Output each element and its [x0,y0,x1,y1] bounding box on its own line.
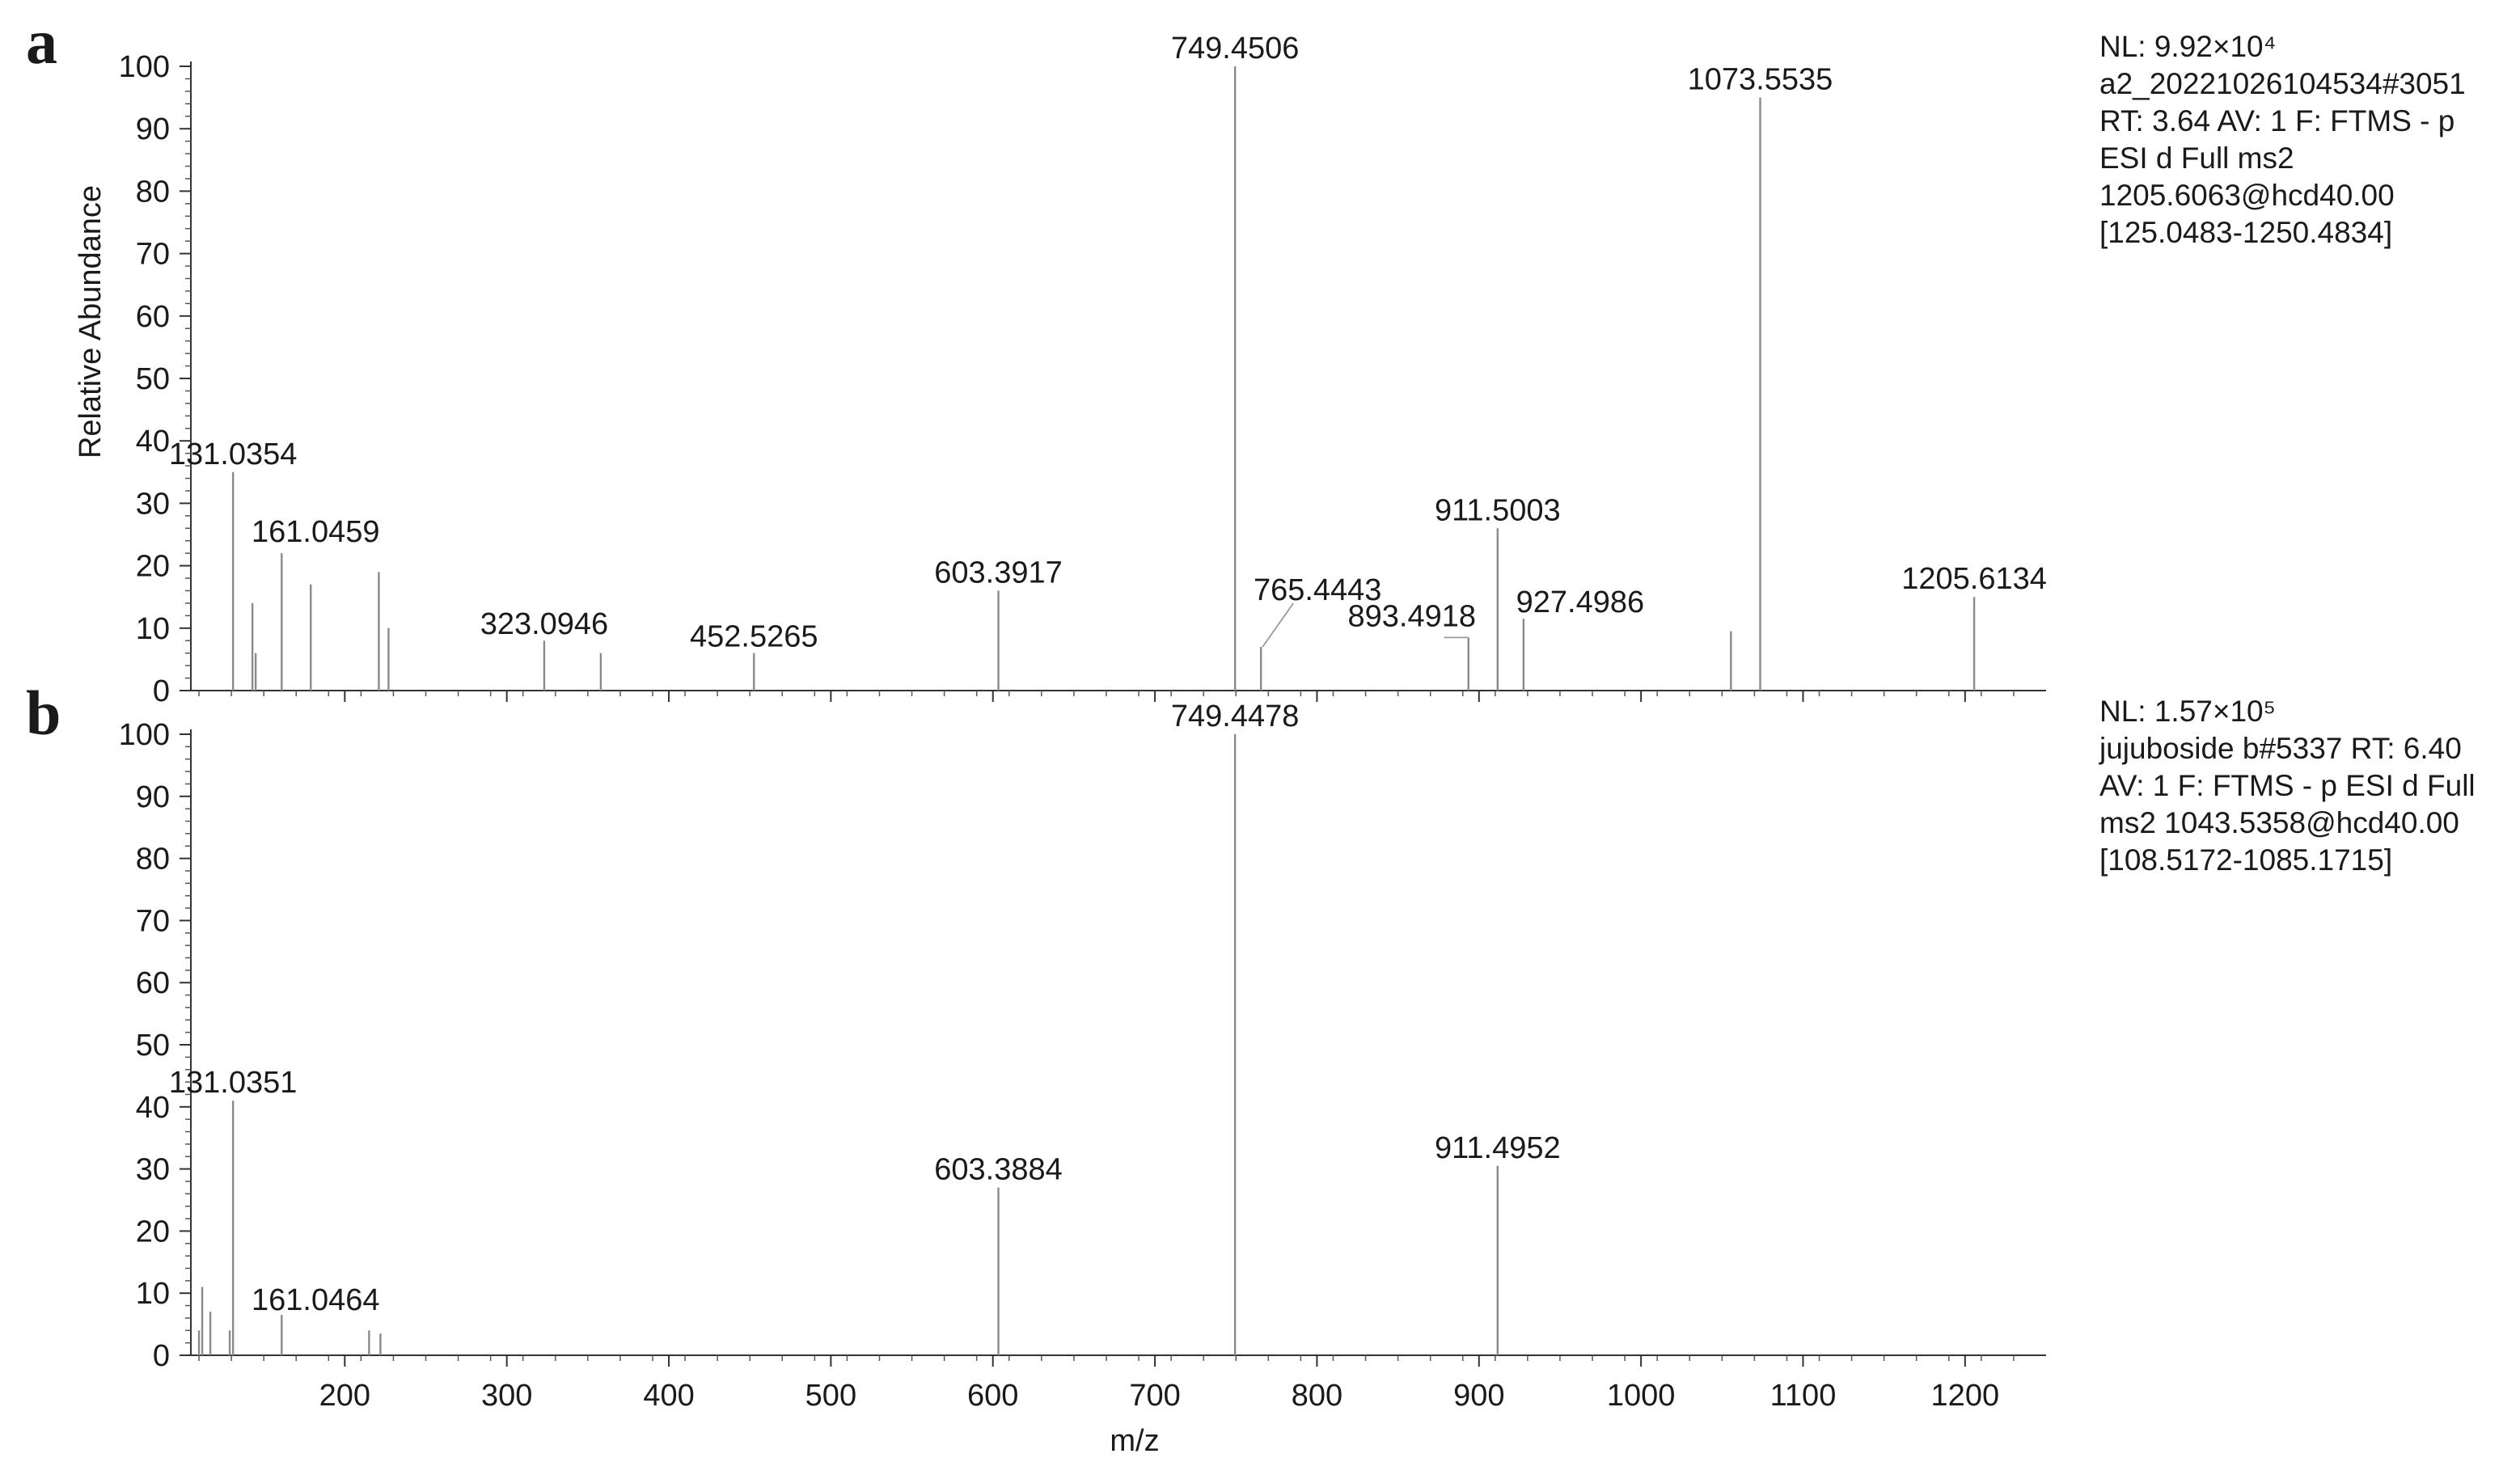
y-tick-label: 50 [136,1029,170,1063]
y-tick-label: 10 [136,612,170,646]
x-tick-label: 1100 [1770,1379,1837,1413]
y-tick-label: 20 [136,550,170,584]
x-tick-label: 800 [1292,1379,1342,1413]
peak-label: 452.5265 [690,620,818,654]
peak-label: 323.0946 [480,607,609,641]
y-tick-label: 0 [153,674,170,708]
panel-letter-b: b [26,678,61,748]
y-tick-label: 40 [136,1091,170,1125]
info-line: [125.0483-1250.4834] [2099,216,2392,249]
info-line: [108.5172-1085.1715] [2099,843,2392,877]
info-line: jujuboside b#5337 RT: 6.40 [2099,732,2462,765]
peak-label: 131.0351 [169,1066,298,1100]
peak-label: 1205.6134 [1901,562,2047,596]
y-tick-label: 60 [136,966,170,1000]
peak-label: 161.0459 [252,515,380,549]
x-tick-label: 500 [805,1379,856,1413]
y-tick-label: 50 [136,362,170,396]
peak-label: 603.3884 [934,1153,1063,1187]
y-tick-label: 30 [136,1153,170,1187]
peak-label: 911.5003 [1435,493,1561,527]
y-tick-label: 0 [153,1339,170,1373]
x-tick-label: 400 [643,1379,694,1413]
y-tick-label: 90 [136,780,170,814]
y-tick-label: 70 [136,238,170,272]
y-tick-label: 100 [119,50,170,84]
peak-label: 603.3917 [934,556,1063,589]
y-tick-label: 10 [136,1277,170,1311]
y-tick-label: 60 [136,300,170,334]
x-tick-label: 900 [1453,1379,1504,1413]
y-tick-label: 30 [136,487,170,521]
peak-label: 911.4952 [1435,1131,1561,1165]
peak-label: 1073.5535 [1688,63,1833,97]
peak-label: 749.4506 [1171,32,1300,65]
peak-label: 749.4478 [1171,699,1300,733]
info-line: AV: 1 F: FTMS - p ESI d Full [2099,769,2476,802]
peak-label: 131.0354 [169,437,298,471]
y-axis-title: Relative Abundance [74,185,108,458]
peak-label: 765.4443 [1254,573,1382,607]
y-tick-label: 20 [136,1215,170,1249]
x-tick-label: 600 [967,1379,1018,1413]
x-tick-label: 700 [1129,1379,1180,1413]
label-leader [1262,602,1294,648]
y-tick-label: 100 [119,718,170,752]
peak-label: 161.0464 [252,1283,380,1317]
panel-letter-a: a [26,6,57,77]
y-tick-label: 90 [136,112,170,146]
x-tick-label: 1200 [1931,1379,2000,1413]
info-line: ms2 1043.5358@hcd40.00 [2099,806,2459,839]
info-line: NL: 9.92×10⁴ [2099,30,2277,63]
y-tick-label: 70 [136,904,170,938]
info-line: ESI d Full ms2 [2099,142,2294,175]
peak-label: 893.4918 [1347,599,1476,633]
y-tick-label: 80 [136,843,170,877]
info-line: RT: 3.64 AV: 1 F: FTMS - p [2099,104,2454,137]
x-tick-label: 300 [481,1379,532,1413]
info-line: NL: 1.57×10⁵ [2099,695,2276,728]
y-tick-label: 80 [136,175,170,209]
x-axis-title: m/z [1110,1424,1159,1458]
x-tick-label: 1000 [1607,1379,1676,1413]
info-line: 1205.6063@hcd40.00 [2099,179,2395,212]
info-line: a2_20221026104534#3051 [2099,67,2466,100]
peak-label: 927.4986 [1516,585,1645,619]
x-tick-label: 200 [319,1379,370,1413]
y-tick-label: 40 [136,425,170,458]
